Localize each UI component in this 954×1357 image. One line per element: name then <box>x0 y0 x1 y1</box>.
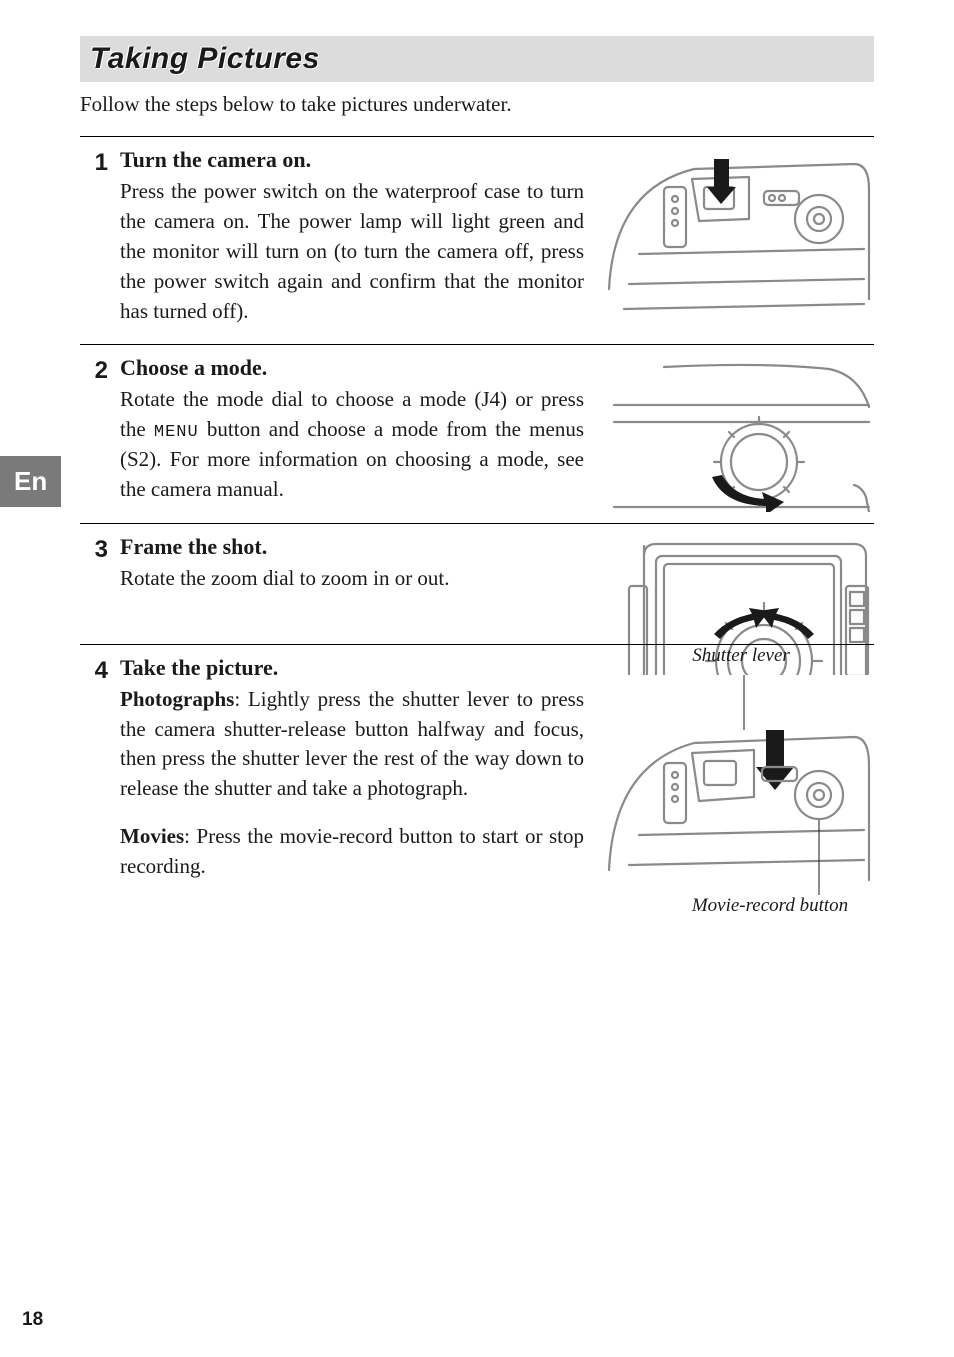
step-3: 3 Frame the shot. Rotate the zoom dial t… <box>80 523 874 644</box>
step-4: 4 Take the picture. Photographs: Lightly… <box>80 644 874 942</box>
section-title: Taking Pictures <box>90 42 864 76</box>
page-content: Taking Pictures Follow the steps below t… <box>0 0 954 1357</box>
movies-label: Movies <box>120 824 184 848</box>
step-number: 4 <box>80 655 114 882</box>
movie-record-caption: Movie-record button <box>660 895 880 917</box>
step-body: Frame the shot. Rotate the zoom dial to … <box>114 534 874 594</box>
intro-text: Follow the steps below to take pictures … <box>80 90 874 118</box>
section-title-bar: Taking Pictures <box>80 36 874 82</box>
photographs-label: Photographs <box>120 687 234 711</box>
movies-body: : Press the movie-record button to start… <box>120 824 584 878</box>
step-body: Take the picture. Photographs: Lightly p… <box>114 655 874 882</box>
step-1-illustration <box>604 149 874 314</box>
step-2-illustration <box>604 357 874 512</box>
page-number: 18 <box>22 1309 43 1331</box>
step-2: 2 Choose a mode. Rotate the mode dial to… <box>80 344 874 523</box>
menu-word: MENU <box>154 423 199 442</box>
step-body: Choose a mode. Rotate the mode dial to c… <box>114 355 874 505</box>
step-body: Turn the camera on. Press the power swit… <box>114 147 874 326</box>
step-number: 2 <box>80 355 114 505</box>
step-1: 1 Turn the camera on. Press the power sw… <box>80 136 874 344</box>
step-number: 3 <box>80 534 114 594</box>
step-number: 1 <box>80 147 114 326</box>
shutter-lever-caption: Shutter lever <box>656 645 826 667</box>
